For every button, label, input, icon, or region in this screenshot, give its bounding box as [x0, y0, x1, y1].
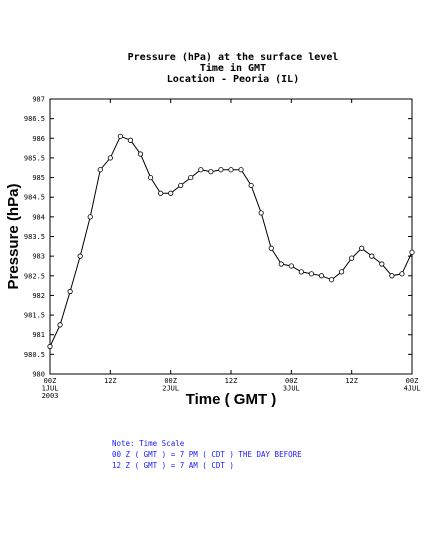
y-tick-label: 983	[32, 253, 45, 261]
data-point	[117, 133, 123, 139]
plot-frame	[49, 98, 413, 375]
data-point	[158, 190, 164, 196]
data-point	[178, 182, 184, 189]
x-tick-label: 12Z	[225, 377, 238, 385]
y-tick-label: 987	[32, 96, 45, 104]
data-point	[107, 155, 113, 161]
y-tick-label: 986	[32, 135, 45, 143]
y-tick-label: 985.5	[24, 154, 45, 162]
data-point	[268, 245, 274, 251]
data-point	[238, 167, 244, 173]
data-point	[369, 253, 375, 259]
chart-subtitle-time: Time in GMT	[200, 62, 266, 74]
y-tick-label: 982.5	[24, 272, 45, 280]
y-tick-label: 984	[32, 213, 45, 221]
x-tick-label: 2JUL	[162, 385, 179, 393]
data-point	[77, 253, 83, 259]
y-tick-label: 986.5	[24, 115, 45, 123]
data-point	[97, 167, 103, 173]
y-tick-label: 980.5	[24, 351, 45, 359]
data-point	[127, 137, 134, 143]
data-point	[399, 271, 405, 277]
data-point	[379, 261, 385, 267]
y-tick-label: 984.5	[24, 194, 45, 202]
data-point	[198, 167, 204, 173]
data-point	[218, 167, 224, 173]
note-00z-line: 00 Z ( GMT ) = 7 PM ( CDT ) THE DAY BEFO…	[112, 450, 302, 459]
x-tick-label: 00Z	[164, 377, 177, 385]
data-point	[308, 271, 315, 277]
data-point	[258, 210, 264, 216]
x-tick-label: 4JUL	[404, 385, 421, 393]
data-point	[349, 255, 355, 261]
data-point	[359, 245, 365, 251]
y-tick-label: 983.5	[24, 233, 45, 241]
x-tick-label: 00Z	[44, 377, 57, 385]
x-tick-label: 12Z	[104, 377, 117, 385]
x-axis-title: Time ( GMT )	[186, 391, 277, 408]
x-tick-label: 00Z	[285, 377, 298, 385]
data-point	[147, 174, 154, 181]
y-axis-title: Pressure (hPa)	[5, 184, 22, 290]
data-point	[188, 174, 194, 181]
note-heading: Note: Time Scale	[112, 439, 185, 448]
data-point	[278, 261, 284, 267]
data-point	[208, 169, 214, 175]
data-point	[228, 167, 234, 173]
y-axis: 980 980.5 981 981.5 982 982.5 983 983.5 984 984.5…	[24, 96, 412, 379]
x-tick-label: 1JUL	[42, 385, 59, 393]
x-tick-label: 2003	[42, 392, 59, 400]
pressure-series	[47, 133, 415, 350]
data-point	[87, 214, 93, 220]
y-tick-label: 980	[32, 371, 45, 379]
data-point	[168, 190, 174, 196]
chart-subtitle-location: Location - Peoria (IL)	[167, 73, 299, 85]
data-point	[57, 322, 63, 328]
data-point	[318, 273, 325, 279]
data-point	[328, 277, 335, 283]
note-12z-line: 12 Z ( GMT ) = 7 AM ( CDT )	[112, 461, 234, 470]
data-point	[288, 263, 294, 269]
y-tick-label: 985	[32, 174, 45, 182]
x-tick-label: 3JUL	[283, 385, 300, 393]
x-tick-label: 00Z	[406, 377, 419, 385]
data-point	[137, 151, 144, 157]
data-point	[298, 269, 304, 275]
data-point	[409, 249, 415, 255]
y-tick-label: 981	[32, 331, 45, 339]
data-point	[389, 273, 395, 279]
data-point	[67, 288, 73, 295]
x-tick-label: 12Z	[345, 377, 358, 385]
chart-title: Pressure (hPa) at the surface level	[128, 52, 339, 63]
data-point	[47, 343, 53, 350]
y-tick-label: 982	[32, 292, 45, 300]
data-point	[339, 269, 345, 275]
y-tick-label: 981.5	[24, 312, 45, 320]
data-point	[248, 182, 254, 189]
